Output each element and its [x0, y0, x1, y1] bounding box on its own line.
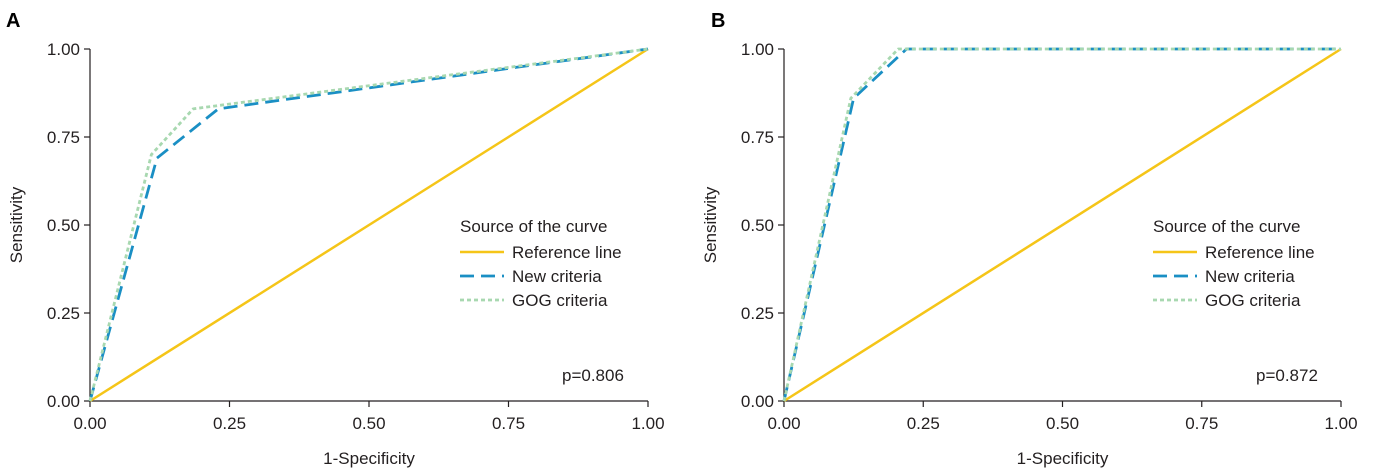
x-axis-title: 1-Specificity [1017, 449, 1109, 468]
p-value-annotation: p=0.872 [1256, 366, 1318, 385]
x-tick-label: 0.25 [213, 414, 246, 433]
series-line-reference-line [89, 47, 649, 403]
y-tick-label: 1.00 [741, 40, 774, 59]
y-tick-label: 0.75 [47, 128, 80, 147]
x-tick-label: 0.75 [492, 414, 525, 433]
legend-label: Reference line [512, 243, 622, 262]
series-line-reference-line [783, 47, 1342, 403]
legend-label: Reference line [1205, 243, 1315, 262]
x-tick-label: 0.00 [767, 414, 800, 433]
y-axis-title: Sensitivity [701, 186, 720, 263]
y-tick-label: 0.25 [741, 304, 774, 323]
y-tick-label: 0.50 [47, 216, 80, 235]
series-line-new-criteria [88, 47, 649, 402]
series-line-gog-criteria [88, 47, 649, 402]
legend-label: New criteria [1205, 267, 1295, 286]
y-axis-title: Sensitivity [7, 186, 26, 263]
p-value-annotation: p=0.806 [562, 366, 624, 385]
y-tick-label: 0.50 [741, 216, 774, 235]
panel-letter: B [711, 10, 725, 32]
x-tick-label: 1.00 [1324, 414, 1357, 433]
x-tick-label: 0.75 [1185, 414, 1218, 433]
y-tick-label: 0.75 [741, 128, 774, 147]
panel-letter: A [6, 10, 20, 32]
legend: Source of the curve Reference line New cri… [1153, 217, 1315, 310]
y-tick-label: 1.00 [47, 40, 80, 59]
panel-b: B 0.00 0.25 0.50 0.75 1.00 0.00 0.25 0.50 0.75 1.0… [701, 10, 1358, 468]
panel-a: A 0.00 0.25 0.50 0.75 1.00 0.00 0.25 0.50 0.75 1.0… [6, 10, 665, 468]
legend-title: Source of the curve [460, 217, 607, 236]
x-tick-label: 0.25 [907, 414, 940, 433]
legend-title: Source of the curve [1153, 217, 1300, 236]
legend-label: New criteria [512, 267, 602, 286]
legend: Source of the curve Reference line New cri… [460, 217, 622, 310]
series-line-gog-criteria [782, 47, 1341, 402]
x-axis-title: 1-Specificity [323, 449, 415, 468]
x-tick-label: 0.50 [1046, 414, 1079, 433]
x-tick-label: 0.00 [73, 414, 106, 433]
y-tick-label: 0.25 [47, 304, 80, 323]
y-tick-label: 0.00 [47, 392, 80, 411]
x-tick-label: 1.00 [631, 414, 664, 433]
legend-label: GOG criteria [512, 291, 608, 310]
y-tick-label: 0.00 [741, 392, 774, 411]
legend-label: GOG criteria [1205, 291, 1301, 310]
x-tick-label: 0.50 [352, 414, 385, 433]
